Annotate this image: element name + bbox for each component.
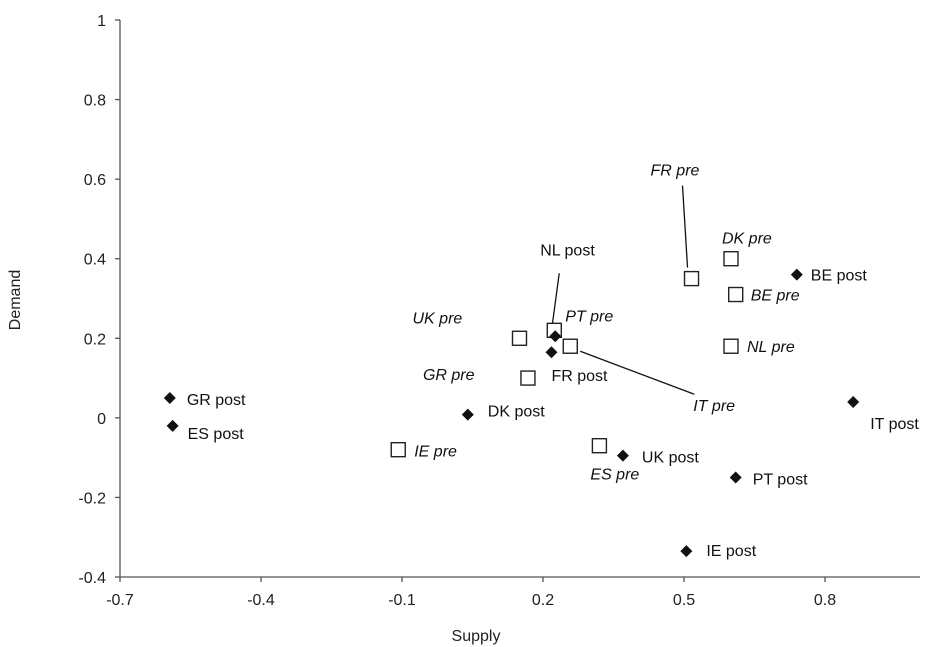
marker-gr-pre	[520, 370, 536, 386]
x-tick-label: -0.4	[247, 592, 275, 609]
label-nl-pre: NL pre	[747, 339, 795, 356]
axes: -0.7 -0.4 -0.1 0.2 0.5 0.8 -0.4-0.200.20.40.6…	[78, 13, 920, 609]
label-dk-post: DK post	[488, 404, 545, 421]
y-tick-label: 0.4	[84, 252, 106, 269]
x-tick-label: 0.8	[814, 592, 836, 609]
marker-pt-post	[729, 471, 742, 484]
x-tick-label: -0.1	[388, 592, 416, 609]
marker-dk-pre	[723, 251, 739, 267]
leader-fr-pre	[681, 185, 689, 268]
y-tick-label: 0.6	[84, 172, 106, 189]
label-be-post: BE post	[811, 268, 868, 285]
marker-uk-post	[616, 449, 629, 462]
point-labels: FR pre DK pre BE pre NL pre UK pre PT pre IT p…	[187, 163, 920, 561]
marker-nl-post	[549, 330, 562, 343]
marker-es-post	[166, 419, 179, 432]
marker-dk-post	[461, 408, 474, 421]
marker-fr-post	[545, 346, 558, 359]
label-pt-post: PT post	[753, 472, 808, 489]
label-it-pre: IT pre	[693, 398, 735, 415]
marker-be-pre	[728, 286, 744, 303]
marker-it-post	[847, 395, 860, 408]
label-gr-pre: GR pre	[423, 367, 475, 384]
label-uk-post: UK post	[642, 450, 699, 467]
label-es-post: ES post	[188, 426, 245, 443]
y-tick-label: -0.4	[78, 570, 106, 587]
marker-uk-pre	[511, 330, 528, 346]
x-axis-title: Supply	[452, 628, 501, 645]
label-uk-pre: UK pre	[413, 310, 463, 327]
y-tick-label: 0.2	[84, 331, 106, 348]
y-tick-label: 0.8	[84, 93, 106, 110]
marker-it-pre	[562, 338, 578, 354]
marker-be-post	[790, 268, 803, 281]
label-nl-post: NL post	[540, 242, 595, 259]
label-fr-post: FR post	[551, 368, 608, 385]
y-axis-title: Demand	[7, 270, 24, 330]
marker-fr-pre	[683, 270, 700, 287]
marker-ie-post	[680, 545, 693, 558]
label-es-pre: ES pre	[590, 467, 639, 484]
label-ie-pre: IE pre	[414, 444, 457, 461]
leader-lines	[551, 185, 695, 395]
marker-ie-pre	[390, 441, 406, 458]
marker-es-pre	[591, 438, 608, 454]
y-tick-label: -0.2	[78, 490, 106, 507]
label-be-pre: BE pre	[751, 288, 800, 305]
leader-it-pre	[580, 350, 695, 395]
y-tick-label: 1	[97, 13, 106, 30]
leader-nl-post	[551, 273, 560, 326]
x-tick-label: -0.7	[106, 592, 134, 609]
marker-gr-post	[163, 391, 176, 404]
label-it-post: IT post	[870, 416, 919, 433]
y-ticks: -0.4 -0.2 0 0.2 0.4 0.6 0.8 1	[78, 13, 120, 587]
label-ie-post: IE post	[706, 543, 756, 560]
x-ticks: -0.7 -0.4 -0.1 0.2 0.5 0.8	[106, 577, 836, 609]
label-fr-pre: FR pre	[651, 163, 700, 180]
y-tick-label: 0	[97, 411, 106, 428]
x-tick-label: 0.5	[673, 592, 695, 609]
x-tick-label: 0.2	[532, 592, 554, 609]
label-dk-pre: DK pre	[722, 231, 772, 248]
marker-nl-pre	[723, 338, 739, 354]
data-markers	[163, 251, 860, 558]
label-gr-post: GR post	[187, 392, 246, 409]
label-pt-pre: PT pre	[565, 308, 613, 325]
